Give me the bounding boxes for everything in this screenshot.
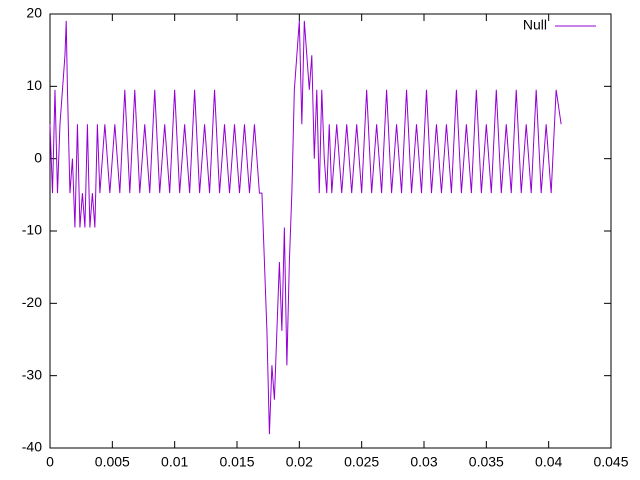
x-tick-label: 0.03 [410, 454, 437, 470]
x-tick-label: 0.045 [593, 454, 628, 470]
x-tick-label: 0.04 [535, 454, 562, 470]
x-tick-label: 0.005 [95, 454, 130, 470]
y-tick-label: -30 [22, 366, 42, 382]
y-tick-label: 0 [34, 149, 42, 165]
y-tick-label: -10 [22, 222, 42, 238]
y-tick-label: -40 [22, 439, 42, 455]
legend-label: Null [523, 17, 547, 33]
plot-border [49, 13, 612, 449]
x-tick-label: 0.015 [219, 454, 254, 470]
x-tick-label: 0 [46, 454, 54, 470]
data-line [49, 20, 562, 435]
x-tick-label: 0.025 [344, 454, 379, 470]
x-tick-label: 0.02 [286, 454, 313, 470]
y-tick-label: 10 [26, 77, 42, 93]
y-tick-label: -20 [22, 294, 42, 310]
x-tick-label: 0.035 [469, 454, 504, 470]
x-tick-label: 0.01 [161, 454, 188, 470]
y-tick-label: 20 [26, 5, 42, 21]
